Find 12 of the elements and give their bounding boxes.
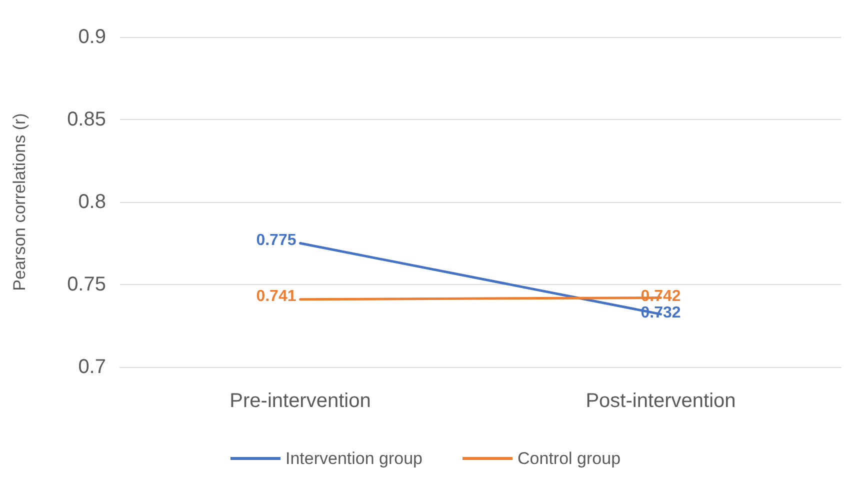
x-tick-label: Post-intervention: [586, 390, 736, 412]
y-axis-title: Pearson correlations (r): [10, 113, 29, 291]
y-tick-label: 0.7: [78, 356, 106, 378]
legend-label: Control group: [518, 449, 621, 468]
y-tick-label: 0.8: [78, 191, 106, 213]
y-tick-label: 0.9: [78, 26, 106, 48]
legend-label: Intervention group: [285, 449, 423, 468]
data-label: 0.775: [256, 232, 296, 249]
data-label: 0.741: [256, 288, 296, 305]
x-tick-label: Pre-intervention: [230, 390, 371, 412]
y-tick-label: 0.75: [67, 274, 106, 296]
y-tick-label: 0.85: [67, 108, 106, 130]
